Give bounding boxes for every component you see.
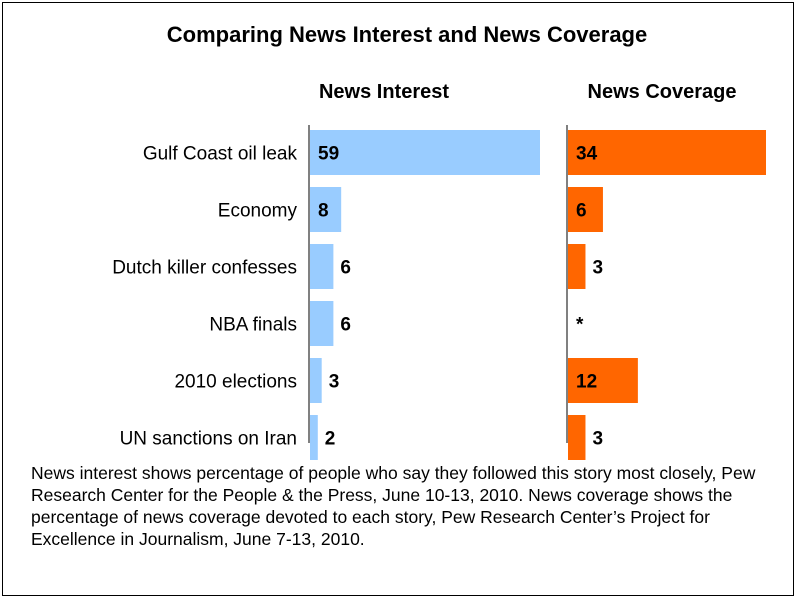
coverage-bar xyxy=(568,130,766,175)
interest-value-label: 6 xyxy=(340,258,351,279)
coverage-bar xyxy=(568,415,586,460)
coverage-value-label: 3 xyxy=(592,429,603,450)
interest-value-label: 3 xyxy=(329,372,340,393)
chart-title: Comparing News Interest and News Coverag… xyxy=(167,22,647,47)
interest-value-label: 8 xyxy=(318,201,329,222)
category-label: Economy xyxy=(218,201,298,222)
coverage-bar xyxy=(568,358,638,403)
series-header-news-coverage: News Coverage xyxy=(588,81,737,103)
interest-bar xyxy=(310,187,342,232)
interest-bar xyxy=(310,358,322,403)
interest-value-label: 59 xyxy=(318,144,339,165)
category-label: Gulf Coast oil leak xyxy=(143,144,298,165)
category-label: UN sanctions on Iran xyxy=(120,429,297,450)
category-label: NBA finals xyxy=(209,315,297,336)
interest-value-label: 6 xyxy=(340,315,351,336)
series-header-news-interest: News Interest xyxy=(319,81,449,103)
interest-bar xyxy=(310,301,334,346)
coverage-value-label: * xyxy=(576,315,584,336)
bar-chart: Comparing News Interest and News Coverag… xyxy=(112,22,766,460)
category-label: Dutch killer confesses xyxy=(112,258,297,279)
category-label: 2010 elections xyxy=(174,372,297,393)
footnote: News interest shows percentage of people… xyxy=(31,463,756,549)
interest-bar xyxy=(310,415,318,460)
coverage-value-label: 6 xyxy=(576,201,587,222)
coverage-value-label: 3 xyxy=(592,258,603,279)
interest-bar xyxy=(310,244,334,289)
coverage-value-label: 34 xyxy=(576,144,598,165)
interest-value-label: 2 xyxy=(325,429,336,450)
interest-bar xyxy=(310,130,540,175)
coverage-value-label: 12 xyxy=(576,372,597,393)
coverage-bar xyxy=(568,244,586,289)
coverage-bar xyxy=(568,187,603,232)
